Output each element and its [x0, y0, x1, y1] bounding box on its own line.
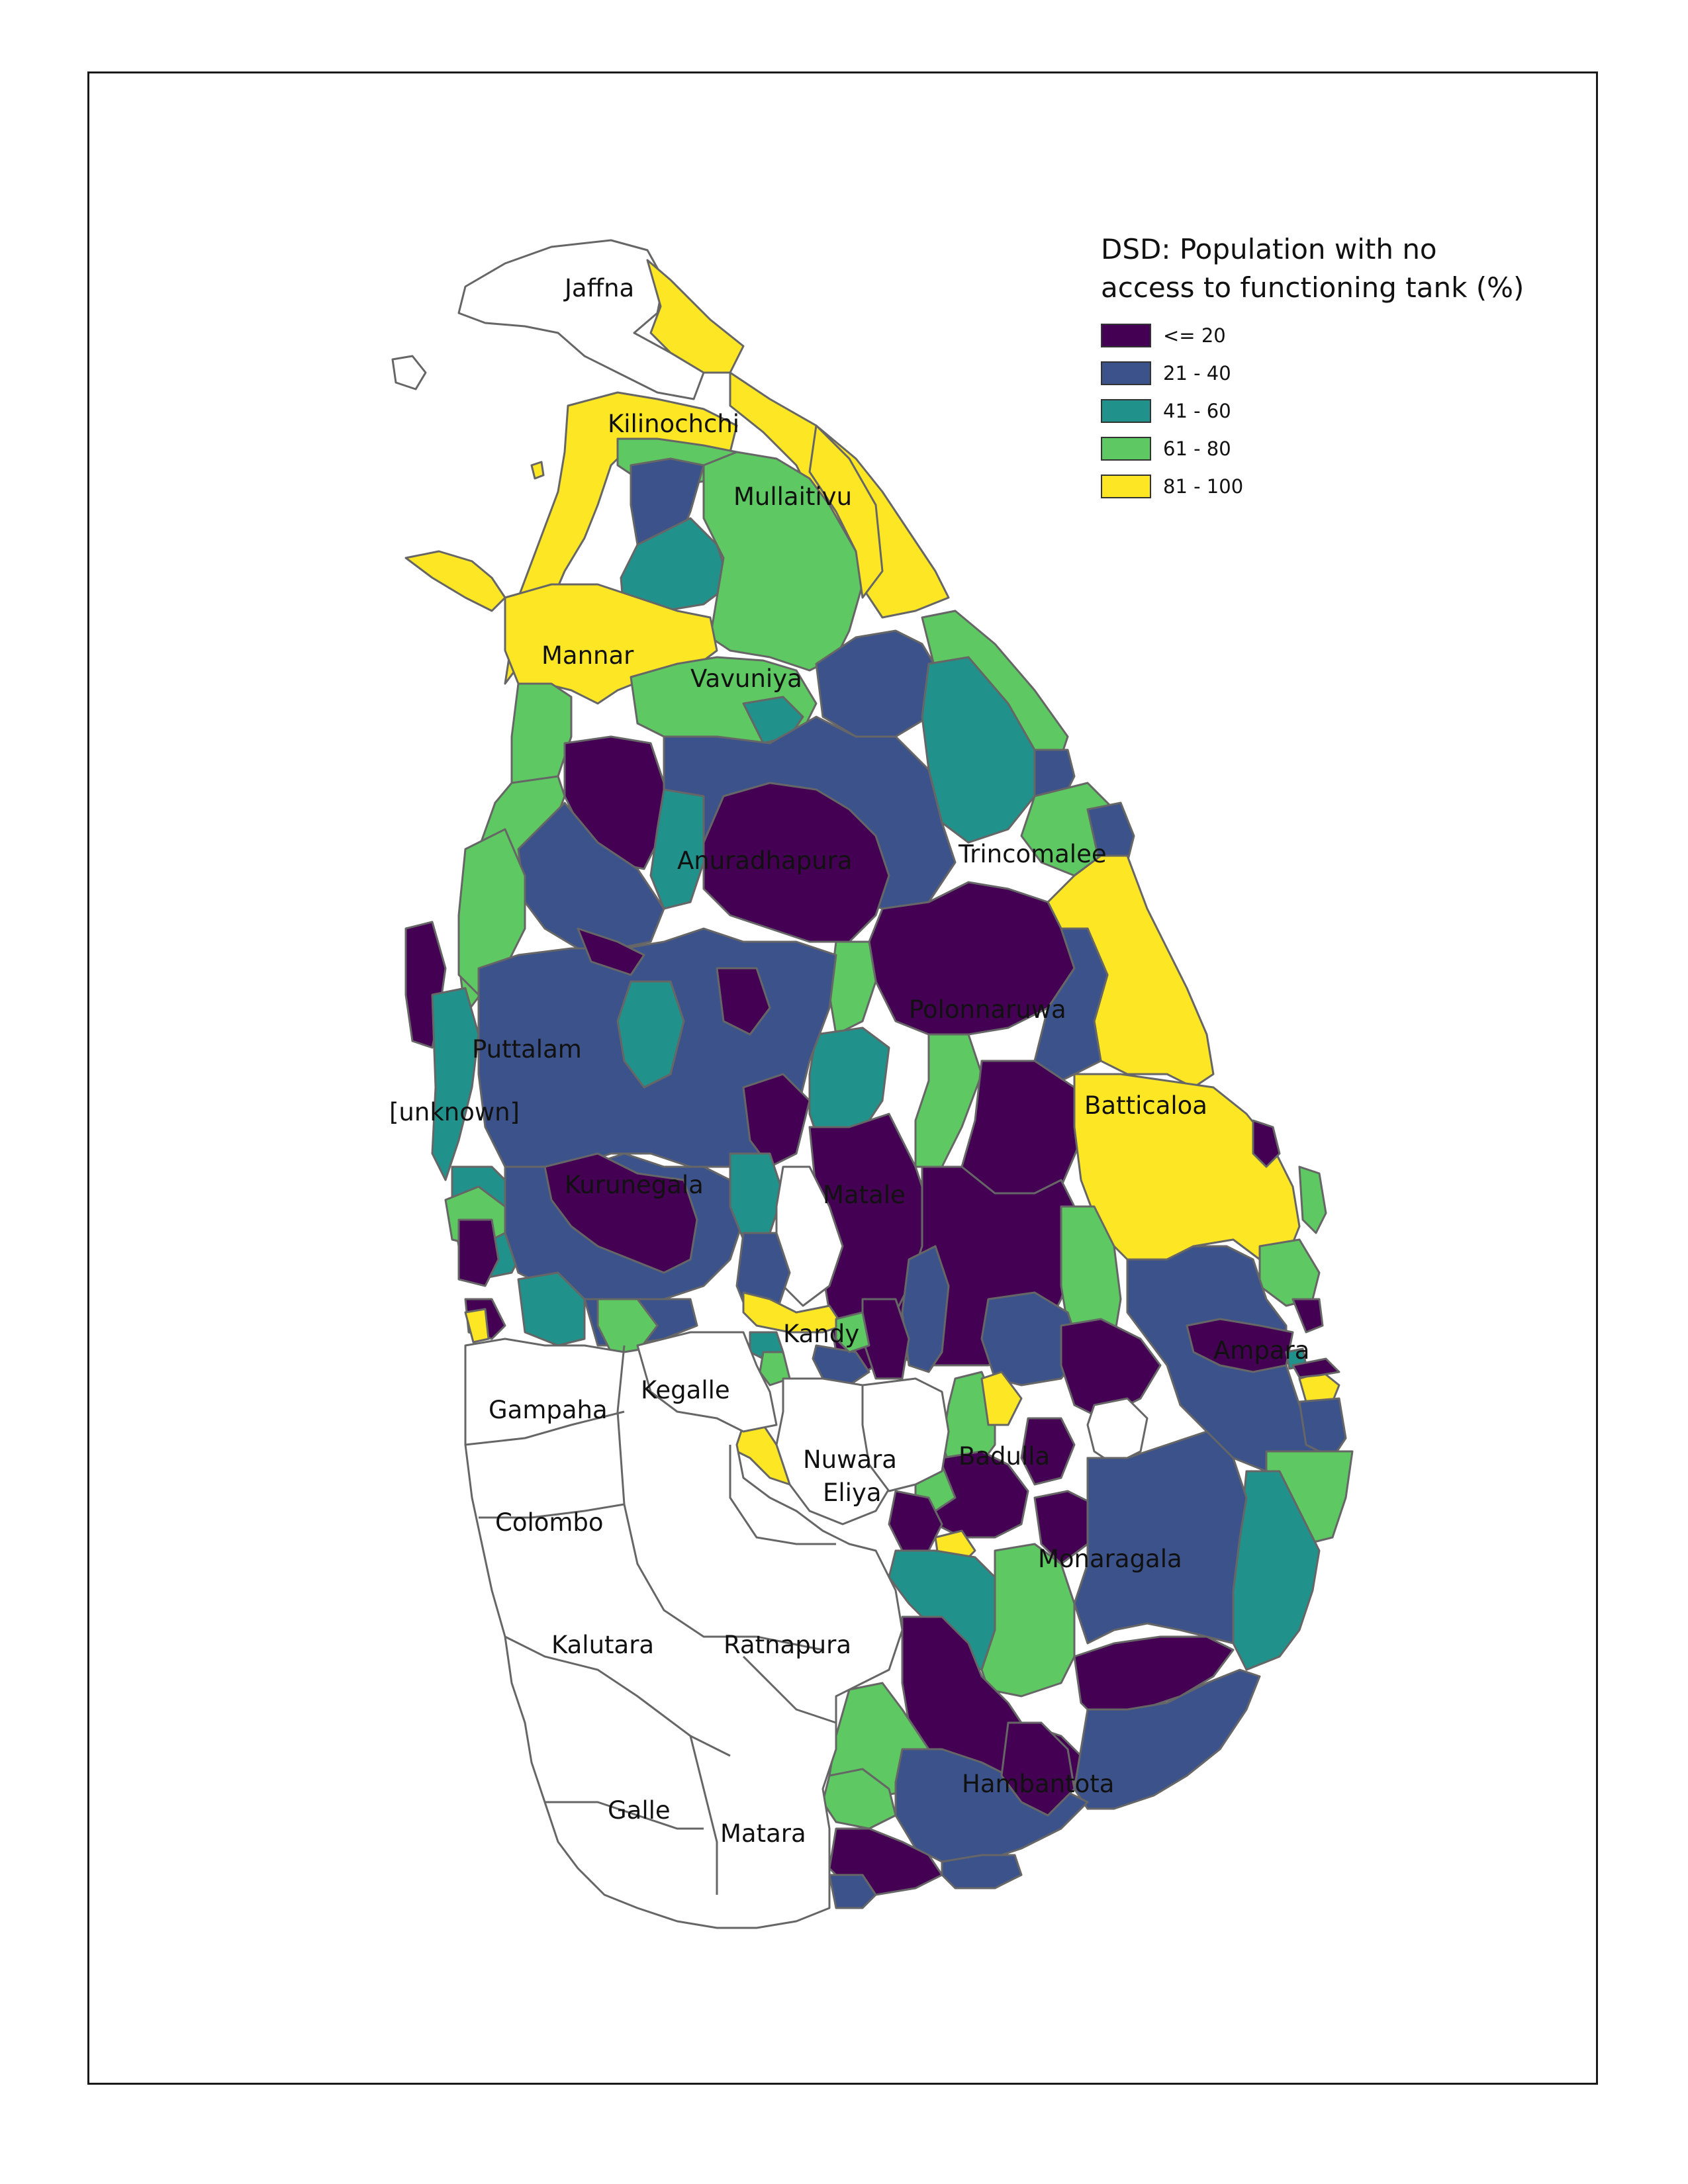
- label-hambantota: Hambantota: [962, 1770, 1114, 1798]
- map-frame: Jaffna Kilinochchi Mullaitivu Mannar Vav…: [87, 71, 1598, 2085]
- legend-item: 21 - 40: [1101, 354, 1564, 392]
- region-batticaloa-green: [1258, 1238, 1321, 1307]
- label-ampara: Ampara: [1213, 1336, 1309, 1365]
- region-island-1: [391, 355, 427, 390]
- legend-label-4: 61 - 80: [1163, 437, 1231, 460]
- legend-swatch-4: [1101, 436, 1151, 461]
- region-central-blue-2: [901, 1245, 950, 1373]
- legend-swatch-3: [1101, 398, 1151, 423]
- district-borders: [465, 1345, 837, 1895]
- legend: DSD: Population with no access to functi…: [1101, 230, 1564, 505]
- region-kurunegala-yellow: [464, 1308, 490, 1343]
- legend-label-5: 81 - 100: [1163, 475, 1244, 498]
- region-kurunegala-purple-sw: [457, 1218, 500, 1287]
- legend-swatch-1: [1101, 323, 1151, 347]
- region-hambantota-blue-w: [894, 1748, 1089, 1863]
- region-puttalam-teal: [431, 987, 480, 1181]
- legend-title-line1: DSD: Population with no: [1101, 233, 1437, 265]
- legend-label-3: 41 - 60: [1163, 399, 1231, 422]
- legend-label-1: <= 20: [1163, 324, 1226, 347]
- region-puttalam-teal-2: [616, 980, 685, 1089]
- label-matara: Matara: [720, 1819, 806, 1848]
- label-kandy: Kandy: [783, 1320, 859, 1348]
- region-jaffna-east: [646, 259, 745, 374]
- label-ratnapura: Ratnapura: [724, 1631, 851, 1659]
- label-badulla: Badulla: [959, 1442, 1050, 1471]
- label-puttalam: Puttalam: [472, 1035, 582, 1064]
- region-central-blue: [980, 1291, 1082, 1387]
- label-anuradhapura: Anuradhapura: [677, 846, 853, 875]
- region-mannar-spit: [404, 550, 506, 612]
- region-trinco-teal: [921, 656, 1036, 844]
- region-anuradhapura-teal: [649, 788, 705, 910]
- label-galle: Galle: [608, 1796, 671, 1825]
- region-polonnaruwa-blue: [1033, 927, 1109, 1082]
- label-eliya: Eliya: [823, 1479, 882, 1507]
- region-kurunegala-purple-2: [577, 927, 645, 976]
- legend-item: 61 - 80: [1101, 430, 1564, 467]
- region-nuwara-hole: [861, 1377, 950, 1492]
- region-hambantota-blue: [1073, 1668, 1261, 1810]
- dsd-regions: [391, 239, 1354, 1929]
- region-kandy-yellow: [742, 1291, 844, 1334]
- label-jaffna: Jaffna: [563, 274, 634, 302]
- legend-item: 41 - 60: [1101, 392, 1564, 430]
- region-ampara-purple: [1186, 1318, 1294, 1373]
- region-ampara-blue-e: [1298, 1397, 1347, 1459]
- region-kandy-green-2: [835, 1311, 870, 1353]
- region-anuradhapura-core: [702, 782, 890, 943]
- label-mullaitivu: Mullaitivu: [733, 482, 852, 511]
- label-polonnaruwa: Polonnaruwa: [909, 995, 1066, 1024]
- region-matale-hole: [775, 1165, 844, 1307]
- label-nuwara: Nuwara: [803, 1445, 897, 1474]
- region-anuradhapura-west: [517, 801, 665, 950]
- region-kurunegala-purple-1: [716, 967, 771, 1036]
- sri-lanka-choropleth-map: Jaffna Kilinochchi Mullaitivu Mannar Vav…: [389, 239, 1354, 1929]
- region-kurunegala-purple-3: [742, 1073, 811, 1168]
- legend-label-2: 21 - 40: [1163, 361, 1231, 385]
- legend-swatch-5: [1101, 474, 1151, 498]
- region-kurunegala-teal-e: [729, 1152, 784, 1241]
- label-batticaloa: Batticaloa: [1084, 1091, 1207, 1120]
- label-gampaha: Gampaha: [489, 1396, 608, 1424]
- region-mullaitivu-east: [808, 424, 884, 599]
- region-island-2: [530, 461, 545, 480]
- legend-item: <= 20: [1101, 316, 1564, 354]
- region-monaragala-blue: [1073, 1430, 1248, 1645]
- label-colombo: Colombo: [495, 1508, 604, 1537]
- legend-item: 81 - 100: [1101, 467, 1564, 505]
- label-unknown: [unknown]: [389, 1098, 520, 1126]
- region-hambantota-purple-s: [1000, 1721, 1076, 1817]
- region-vavuniya-teal: [742, 696, 804, 745]
- region-kilinochchi-yellow: [504, 391, 738, 685]
- region-kegalle-nodata: [636, 1331, 778, 1433]
- region-batticaloa-purple-s: [1291, 1298, 1324, 1334]
- region-kurunegala-teal-s: [517, 1271, 586, 1347]
- region-ampara-purple-e: [1291, 1357, 1340, 1379]
- label-trincomalee: Trincomalee: [958, 840, 1107, 868]
- region-badulla-yellow: [980, 1371, 1023, 1426]
- label-matale: Matale: [823, 1181, 906, 1209]
- label-kegalle: Kegalle: [641, 1376, 730, 1404]
- district-labels: Jaffna Kilinochchi Mullaitivu Mannar Vav…: [389, 274, 1309, 1848]
- region-batticaloa-green-e: [1298, 1165, 1327, 1234]
- region-hambantota-blue-s: [941, 1854, 1023, 1889]
- label-kilinochchi: Kilinochchi: [608, 410, 739, 438]
- region-matara-blue: [828, 1874, 877, 1909]
- region-monaragala-green: [980, 1543, 1076, 1698]
- legend-swatch-2: [1101, 361, 1151, 385]
- legend-title-line2: access to functioning tank (%): [1101, 271, 1524, 304]
- label-vavuniya: Vavuniya: [690, 664, 802, 693]
- label-monaragala: Monaragala: [1038, 1545, 1182, 1573]
- region-central-purple-3: [1060, 1318, 1162, 1420]
- label-kalutara: Kalutara: [551, 1631, 654, 1659]
- region-kandy-green: [759, 1351, 791, 1387]
- region-kurunegala-purple-c: [543, 1152, 698, 1274]
- region-batticaloa-purple: [1252, 1119, 1281, 1168]
- label-kurunegala: Kurunegala: [565, 1171, 704, 1199]
- label-mannar: Mannar: [541, 641, 634, 670]
- region-badulla-purple-2: [1020, 1417, 1076, 1486]
